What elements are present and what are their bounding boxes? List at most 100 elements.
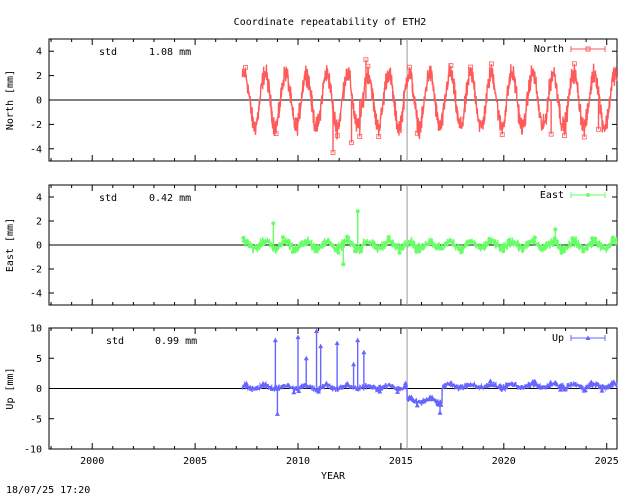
east-data-point [346, 235, 351, 240]
north-y-axis-label: North [mm] [5, 70, 16, 130]
east-outlier-point [341, 262, 346, 267]
east-data-point [397, 250, 402, 255]
north-legend: North [534, 44, 606, 55]
up-data-point [448, 380, 454, 385]
east-data-point [501, 249, 506, 254]
up-series [241, 328, 618, 416]
east-data-point [581, 249, 586, 254]
north-outlier-point [548, 131, 554, 137]
up-std-label: std [106, 336, 124, 347]
chart-title: Coordinate repeatability of ETH2 [234, 17, 427, 28]
north-data-point [448, 63, 454, 69]
up-outlier-point [295, 334, 301, 340]
north-data-point [562, 133, 567, 138]
north-data-point [365, 63, 371, 69]
up-data-point [599, 388, 605, 393]
up-data-point [429, 394, 435, 400]
up-outlier-point [355, 337, 361, 343]
east-data-point [610, 235, 615, 240]
up-outlier-point [272, 337, 278, 343]
north-legend-marker [585, 46, 591, 52]
east-std-label: std [99, 193, 117, 204]
up-data-point [316, 389, 322, 394]
east-data-point [336, 250, 341, 255]
north-data-point [406, 64, 412, 70]
east-data-point [459, 250, 464, 255]
up-outlier-point [334, 340, 340, 346]
north-y-tick-label: 4 [36, 47, 42, 58]
up-legend: Up [552, 333, 606, 344]
north-data-point [334, 133, 340, 138]
east-data-point [552, 236, 557, 241]
up-outlier-point [318, 343, 324, 349]
north-outlier-point [596, 126, 601, 132]
east-data-point [559, 250, 564, 255]
x-tick-label: 2005 [183, 456, 207, 467]
up-std-value: 0.99 mm [155, 336, 197, 347]
east-y-tick-label: 0 [36, 241, 42, 252]
up-y-tick-label: 0 [36, 384, 42, 395]
x-tick-label: 2015 [389, 456, 413, 467]
up-legend-marker [585, 335, 591, 340]
north-data-point [273, 131, 279, 137]
east-data-point [532, 235, 537, 240]
north-outlier-point [330, 150, 336, 155]
up-data-point [291, 389, 297, 395]
east-data-point [292, 249, 297, 254]
up-outlier-point [437, 410, 443, 415]
up-y-tick-label: -10 [24, 445, 42, 456]
up-data-point [553, 379, 559, 385]
x-tick-label: 2000 [80, 456, 104, 467]
up-data-point [548, 379, 554, 385]
up-data-point [611, 379, 617, 384]
east-data-point [354, 249, 359, 254]
north-data-point [243, 64, 248, 70]
north-data-point [414, 130, 420, 136]
east-y-tick-label: -4 [30, 289, 42, 300]
up-y-tick-label: 5 [36, 354, 42, 365]
east-series-line [241, 235, 618, 256]
north-data-point [468, 64, 474, 70]
up-data-point [395, 389, 401, 394]
east-data-point [487, 236, 492, 241]
east-data-point [590, 236, 595, 241]
east-data-point [386, 234, 391, 239]
up-y-tick-label: -5 [30, 414, 42, 425]
north-outlier-point [349, 140, 354, 146]
north-outlier-point [357, 134, 363, 140]
east-data-point [313, 249, 318, 254]
north-series-line [241, 63, 618, 140]
east-outlier-point [271, 221, 276, 226]
up-data-point [532, 378, 538, 384]
up-data-point [561, 387, 567, 392]
east-y-tick-label: 4 [36, 193, 42, 204]
north-std-label: std [99, 47, 117, 58]
east-y-axis-label: East [mm] [5, 218, 16, 272]
up-data-point [377, 389, 383, 394]
up-data-point [438, 402, 444, 407]
up-data-point [588, 379, 594, 384]
north-y-tick-label: 0 [36, 96, 42, 107]
north-y-tick-label: 2 [36, 71, 42, 82]
east-series [241, 209, 618, 267]
up-outlier-point [274, 411, 280, 416]
north-data-point [581, 134, 587, 140]
east-outlier-point [355, 209, 360, 214]
east-data-point [280, 235, 285, 240]
up-y-tick-label: 10 [30, 324, 42, 335]
up-data-point [408, 394, 414, 399]
up-data-point [323, 380, 329, 386]
up-data-point [487, 378, 493, 383]
up-data-point [414, 402, 420, 408]
east-outlier-point [553, 227, 558, 232]
x-tick-label: 2010 [286, 456, 310, 467]
up-outlier-point [303, 355, 309, 361]
north-y-tick-label: -2 [30, 120, 42, 131]
up-outlier-point [314, 328, 320, 334]
north-outlier-point [363, 57, 369, 63]
east-legend-marker [586, 193, 590, 197]
up-outlier-point [361, 349, 367, 355]
east-data-point [414, 249, 419, 254]
panel-north: -4 -2 0 2 4 North [mm] std 1.08 mm North [5, 38, 618, 162]
